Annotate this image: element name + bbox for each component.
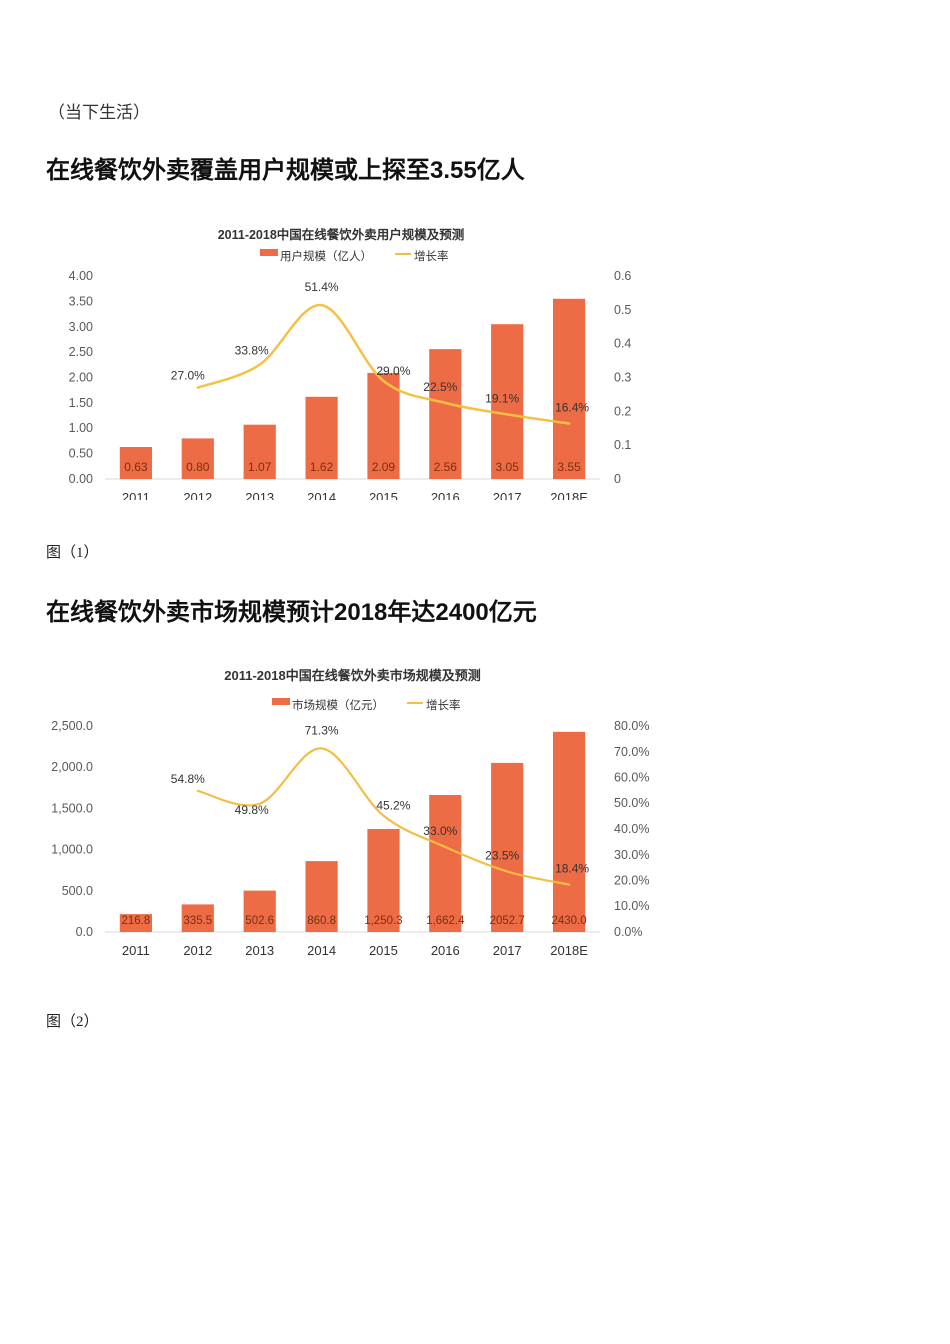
svg-text:3.00: 3.00 (69, 320, 93, 334)
svg-text:80.0%: 80.0% (614, 719, 649, 733)
svg-text:2052.7: 2052.7 (490, 915, 525, 927)
svg-text:1,250.3: 1,250.3 (364, 915, 402, 927)
svg-text:0.3: 0.3 (614, 371, 631, 385)
svg-text:2018E: 2018E (550, 943, 588, 958)
svg-text:0.50: 0.50 (69, 447, 93, 461)
svg-text:4.00: 4.00 (69, 269, 93, 283)
svg-text:10.0%: 10.0% (614, 899, 649, 913)
svg-text:500.0: 500.0 (62, 884, 93, 898)
svg-text:0.4: 0.4 (614, 337, 631, 351)
svg-text:2430.0: 2430.0 (552, 915, 587, 927)
svg-text:0.00: 0.00 (69, 472, 93, 486)
svg-text:502.6: 502.6 (245, 915, 274, 927)
svg-text:2011: 2011 (122, 943, 150, 958)
svg-text:33.0%: 33.0% (423, 824, 457, 838)
svg-text:27.0%: 27.0% (171, 369, 205, 383)
svg-text:16.4%: 16.4% (555, 401, 589, 415)
svg-text:2013: 2013 (245, 943, 274, 958)
svg-text:23.5%: 23.5% (485, 849, 519, 863)
svg-text:0.2: 0.2 (614, 404, 631, 418)
svg-text:1.00: 1.00 (69, 421, 93, 435)
svg-text:2018E: 2018E (550, 490, 588, 500)
svg-text:71.3%: 71.3% (305, 723, 339, 737)
svg-text:50.0%: 50.0% (614, 796, 649, 810)
svg-text:2,500.0: 2,500.0 (51, 719, 93, 733)
svg-text:22.5%: 22.5% (423, 380, 457, 394)
svg-text:3.05: 3.05 (496, 460, 520, 474)
svg-text:2016: 2016 (431, 490, 460, 500)
svg-text:3.55: 3.55 (557, 460, 581, 474)
svg-text:51.4%: 51.4% (305, 280, 339, 294)
svg-text:0.63: 0.63 (124, 460, 148, 474)
svg-text:2015: 2015 (369, 490, 398, 500)
svg-text:2.50: 2.50 (69, 345, 93, 359)
svg-text:1.07: 1.07 (248, 460, 272, 474)
svg-text:0.0%: 0.0% (614, 925, 643, 939)
svg-text:1.62: 1.62 (310, 460, 334, 474)
svg-text:1,500.0: 1,500.0 (51, 801, 93, 815)
svg-text:54.8%: 54.8% (171, 772, 205, 786)
svg-text:2011: 2011 (122, 490, 150, 500)
svg-text:2.56: 2.56 (434, 460, 458, 474)
svg-text:1,662.4: 1,662.4 (426, 915, 465, 927)
svg-text:29.0%: 29.0% (376, 364, 410, 378)
svg-text:2017: 2017 (493, 943, 522, 958)
svg-text:2013: 2013 (245, 490, 274, 500)
svg-text:2012: 2012 (183, 490, 212, 500)
svg-text:0.1: 0.1 (614, 438, 631, 452)
svg-text:45.2%: 45.2% (376, 799, 410, 813)
svg-text:30.0%: 30.0% (614, 848, 649, 862)
svg-text:0.5: 0.5 (614, 303, 631, 317)
svg-text:33.8%: 33.8% (235, 344, 269, 358)
svg-text:49.8%: 49.8% (235, 803, 269, 817)
svg-text:216.8: 216.8 (122, 915, 151, 927)
svg-text:70.0%: 70.0% (614, 745, 649, 759)
svg-text:20.0%: 20.0% (614, 874, 649, 888)
svg-text:2014: 2014 (307, 490, 336, 500)
svg-text:19.1%: 19.1% (485, 391, 519, 405)
svg-text:40.0%: 40.0% (614, 822, 649, 836)
svg-text:0.0: 0.0 (76, 925, 93, 939)
svg-text:0: 0 (614, 472, 621, 486)
svg-text:2014: 2014 (307, 943, 336, 958)
svg-text:335.5: 335.5 (183, 915, 212, 927)
svg-text:2015: 2015 (369, 943, 398, 958)
svg-text:1,000.0: 1,000.0 (51, 843, 93, 857)
svg-text:2012: 2012 (183, 943, 212, 958)
svg-text:18.4%: 18.4% (555, 862, 589, 876)
svg-text:0.6: 0.6 (614, 269, 631, 283)
svg-text:2017: 2017 (493, 490, 522, 500)
svg-text:2.09: 2.09 (372, 460, 396, 474)
svg-text:1.50: 1.50 (69, 396, 93, 410)
svg-text:60.0%: 60.0% (614, 771, 649, 785)
svg-text:2.00: 2.00 (69, 371, 93, 385)
svg-text:3.50: 3.50 (69, 294, 93, 308)
svg-text:0.80: 0.80 (186, 460, 210, 474)
svg-text:2016: 2016 (431, 943, 460, 958)
svg-text:860.8: 860.8 (307, 915, 336, 927)
svg-text:2,000.0: 2,000.0 (51, 760, 93, 774)
